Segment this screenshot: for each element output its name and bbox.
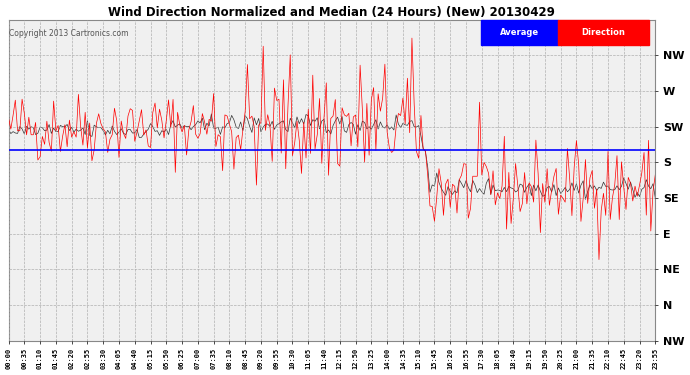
FancyBboxPatch shape — [481, 20, 558, 45]
Text: Average: Average — [500, 28, 539, 37]
Text: Direction: Direction — [582, 28, 626, 37]
FancyBboxPatch shape — [558, 20, 649, 45]
Text: Copyright 2013 Cartronics.com: Copyright 2013 Cartronics.com — [9, 29, 129, 38]
Title: Wind Direction Normalized and Median (24 Hours) (New) 20130429: Wind Direction Normalized and Median (24… — [108, 6, 555, 18]
